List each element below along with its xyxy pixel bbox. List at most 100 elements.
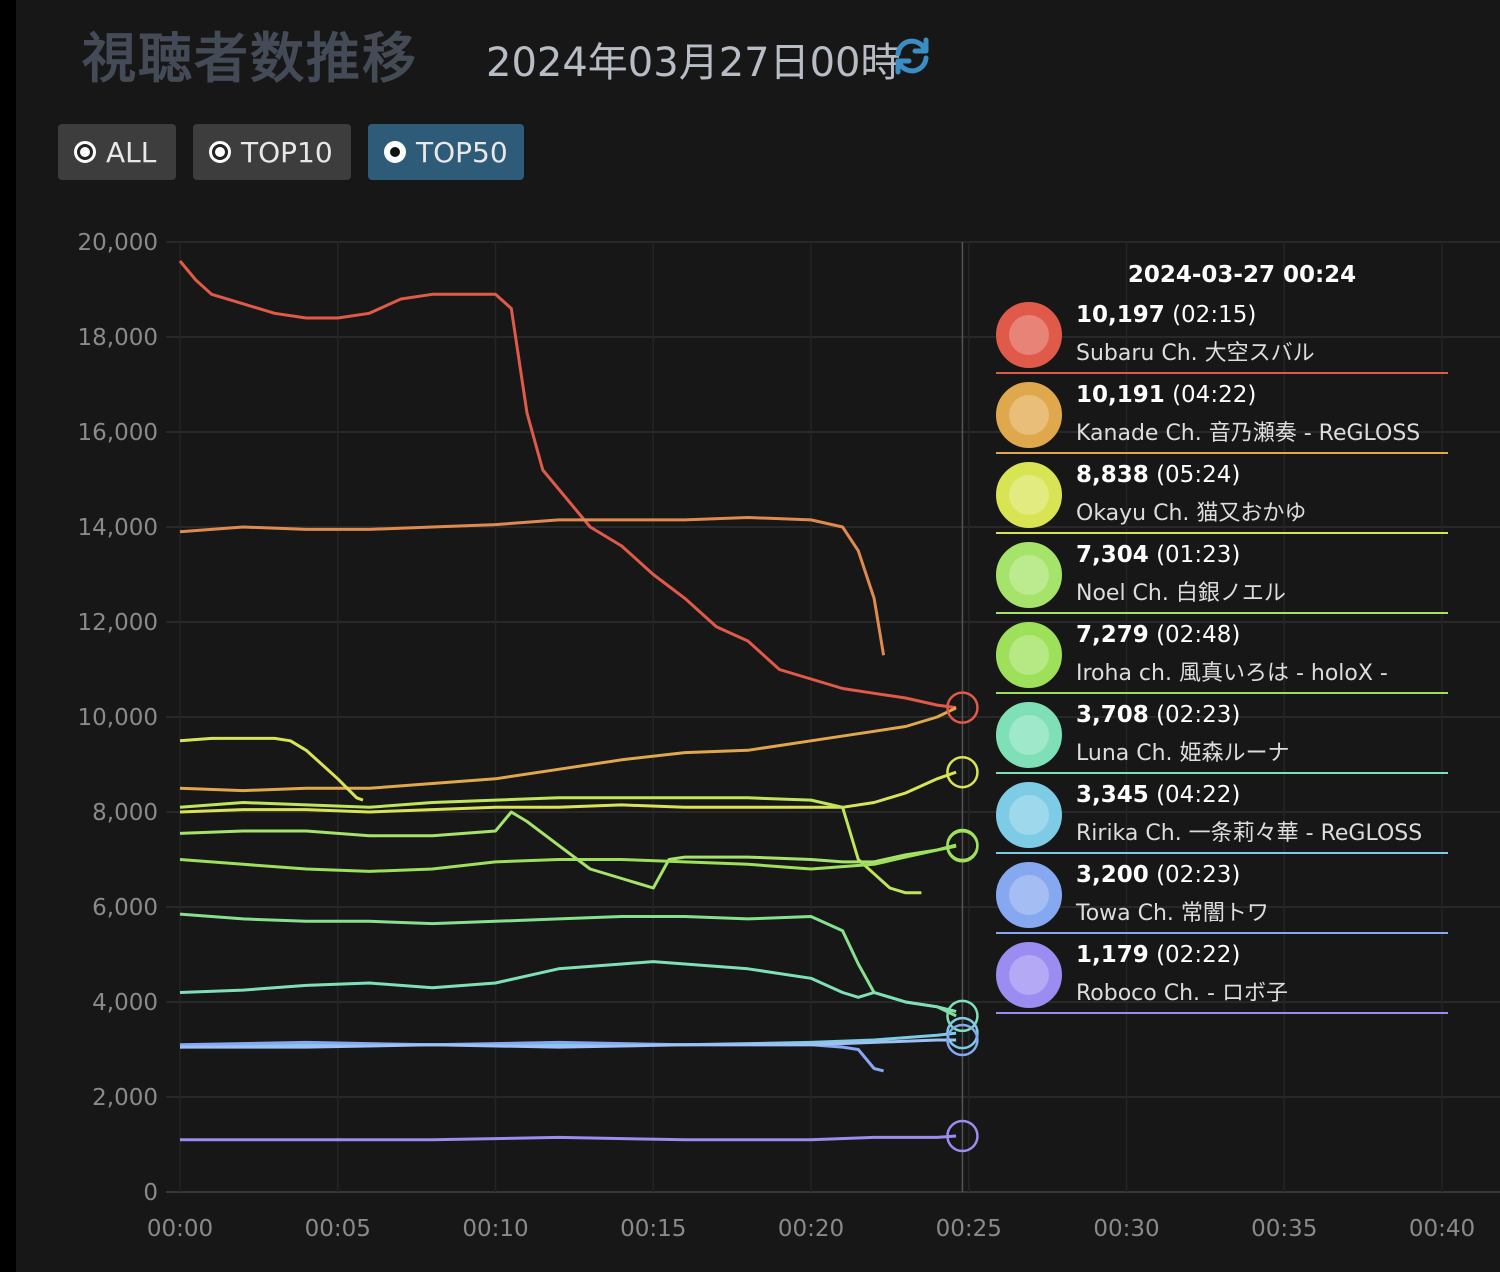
stream-duration: (05:24) [1156, 462, 1241, 488]
hover-marker [946, 1119, 979, 1153]
channel-name: Subaru Ch. 大空スバル [1076, 341, 1315, 366]
x-axis-ticks: 00:00 00:05 00:10 00:15 00:20 00:25 00:30 00:35… [147, 1216, 1475, 1242]
viewer-count: 7,304 [1076, 542, 1149, 568]
tooltip-entry: 1,179 (02:22) Roboco Ch. - ロボ子 [996, 942, 1448, 1014]
stream-duration: (02:23) [1156, 702, 1241, 728]
x-tick-label: 00:30 [1093, 1216, 1159, 1242]
viewer-count: 10,191 [1076, 382, 1165, 408]
hover-marker [946, 999, 979, 1033]
avatar [996, 302, 1062, 368]
tooltip-entry: 10,191 (04:22) Kanade Ch. 音乃瀬奏 - ReGLOSS [996, 382, 1448, 454]
stream-duration: (02:23) [1156, 862, 1241, 888]
channel-name: Luna Ch. 姫森ルーナ [1076, 741, 1290, 766]
page-title: 視聴者数推移 [82, 27, 418, 90]
viewer-count: 3,345 [1076, 782, 1149, 808]
x-tick-label: 00:05 [305, 1216, 371, 1242]
x-tick-label: 00:00 [147, 1216, 213, 1242]
viewer-count: 3,200 [1076, 862, 1149, 888]
hover-marker [946, 1023, 979, 1057]
hover-markers [946, 691, 979, 1153]
stream-duration: (02:48) [1156, 622, 1241, 648]
x-tick-label: 00:25 [936, 1216, 1002, 1242]
series-line [179, 706, 957, 793]
series-line [179, 736, 364, 802]
channel-name: Noel Ch. 白銀ノエル [1076, 581, 1286, 606]
stream-duration: (04:22) [1156, 782, 1241, 808]
series-line [179, 844, 957, 873]
chart-panel [16, 0, 1500, 1272]
hover-marker [946, 829, 979, 863]
avatar [996, 382, 1062, 448]
radio-selected-icon [384, 141, 406, 163]
y-axis-ticks: 0 2,000 4,000 6,000 8,000 10,000 12,000 14,000 1… [78, 230, 158, 1206]
channel-name: Iroha ch. 風真いろは - holoX - [1076, 661, 1388, 686]
series-line [179, 516, 886, 656]
y-tick-label: 10,000 [78, 705, 158, 731]
viewer-count: 3,708 [1076, 702, 1149, 728]
series-line [180, 1038, 957, 1049]
stream-duration: (02:15) [1172, 302, 1257, 328]
viewer-count: 8,838 [1076, 462, 1149, 488]
x-tick-label: 00:20 [778, 1216, 844, 1242]
tooltip-entry: 3,345 (04:22) Ririka Ch. 一条莉々華 - ReGLOSS [996, 782, 1448, 854]
channel-name: Towa Ch. 常闇トワ [1076, 901, 1269, 926]
x-gridlines [179, 242, 1443, 1192]
radio-icon [209, 141, 231, 163]
channel-name: Ririka Ch. 一条莉々華 - ReGLOSS [1076, 821, 1423, 846]
viewer-count: 7,279 [1076, 622, 1149, 648]
y-tick-label: 8,000 [92, 800, 158, 826]
series-line [180, 1134, 957, 1142]
y-tick-label: 16,000 [78, 420, 158, 446]
y-tick-label: 2,000 [92, 1085, 158, 1111]
avatar [996, 702, 1062, 768]
viewer-count: 10,197 [1076, 302, 1165, 328]
avatar [996, 942, 1062, 1008]
avatar [996, 782, 1062, 848]
series-line [179, 796, 922, 895]
viewer-count: 1,179 [1076, 942, 1149, 968]
filter-top50-button[interactable]: TOP50 [368, 124, 524, 180]
stream-duration: (01:23) [1156, 542, 1241, 568]
tooltip-entry: 8,838 (05:24) Okayu Ch. 猫又おかゆ [996, 462, 1448, 534]
y-tick-label: 18,000 [78, 325, 158, 351]
avatar [996, 542, 1062, 608]
tooltip-time: 2024-03-27 00:24 [1127, 262, 1357, 288]
avatar [996, 622, 1062, 688]
filter-all-button[interactable]: ALL [58, 124, 176, 180]
radio-icon [74, 141, 96, 163]
x-tick-label: 00:15 [620, 1216, 686, 1242]
x-tick-label: 00:35 [1251, 1216, 1317, 1242]
series-line [179, 960, 957, 1013]
stream-duration: (04:22) [1172, 382, 1257, 408]
x-tick-label: 00:10 [462, 1216, 528, 1242]
filter-top10-button[interactable]: TOP10 [193, 124, 351, 180]
refresh-icon[interactable] [890, 34, 934, 78]
y-tick-label: 0 [143, 1180, 158, 1206]
y-tick-label: 4,000 [92, 990, 158, 1016]
tooltip-entry: 3,708 (02:23) Luna Ch. 姫森ルーナ [996, 702, 1448, 774]
channel-name: Roboco Ch. - ロボ子 [1076, 981, 1288, 1006]
x-tick-label: 00:40 [1409, 1216, 1475, 1242]
y-tick-label: 12,000 [78, 610, 158, 636]
hover-marker [946, 1016, 979, 1050]
date-heading: 2024年03月27日00時 [486, 40, 901, 86]
channel-name: Okayu Ch. 猫又おかゆ [1076, 501, 1307, 526]
channel-name: Kanade Ch. 音乃瀬奏 - ReGLOSS [1076, 421, 1421, 446]
filter-label: ALL [106, 135, 157, 169]
tooltip: 2024-03-27 00:24 10,197 (02:15) Subaru Ch… [996, 262, 1448, 1022]
stream-duration: (02:22) [1156, 942, 1241, 968]
series-line [179, 912, 957, 1018]
series-line [179, 810, 957, 890]
hover-marker [946, 691, 979, 724]
avatar [996, 862, 1062, 928]
tooltip-entry: 7,304 (01:23) Noel Ch. 白銀ノエル [996, 542, 1448, 614]
tooltip-entry: 3,200 (02:23) Towa Ch. 常闇トワ [996, 862, 1448, 934]
avatar [996, 462, 1062, 528]
tooltip-entry: 7,279 (02:48) Iroha ch. 風真いろは - holoX - [996, 622, 1448, 694]
tooltip-entry: 10,197 (02:15) Subaru Ch. 大空スバル [996, 302, 1448, 374]
series-line [178, 260, 957, 710]
filter-label: TOP50 [416, 135, 508, 169]
hover-marker [946, 755, 979, 789]
filter-label: TOP10 [241, 135, 333, 169]
